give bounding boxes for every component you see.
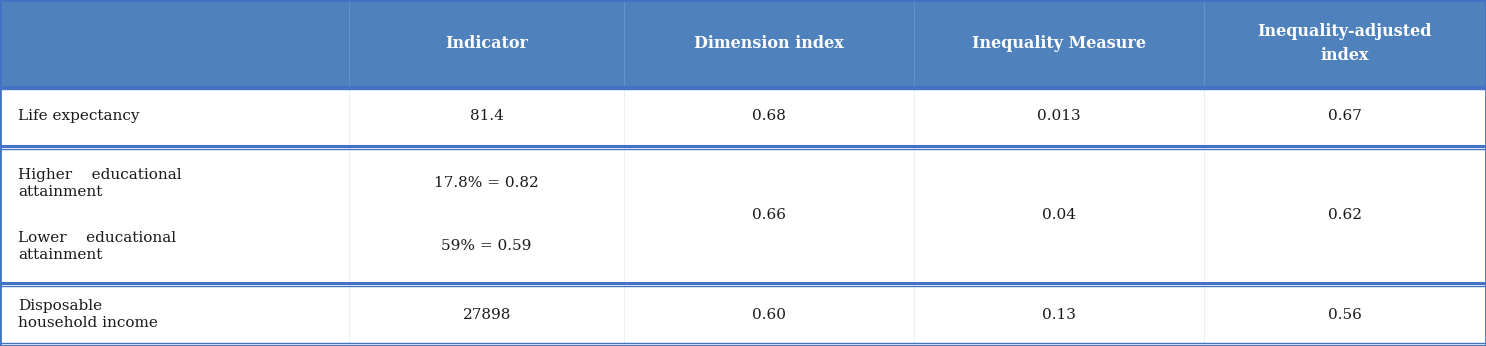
Text: 0.56: 0.56 (1328, 308, 1361, 322)
Text: Inequality Measure: Inequality Measure (972, 35, 1146, 52)
Text: 0.66: 0.66 (752, 208, 786, 222)
Text: 0.13: 0.13 (1042, 308, 1076, 322)
Text: Life expectancy: Life expectancy (18, 109, 140, 123)
Text: Disposable
household income: Disposable household income (18, 299, 158, 330)
Text: Inequality-adjusted
index: Inequality-adjusted index (1257, 23, 1433, 64)
Text: 0.68: 0.68 (752, 109, 786, 123)
Text: 0.013: 0.013 (1037, 109, 1080, 123)
Text: Dimension index: Dimension index (694, 35, 844, 52)
Text: 81.4: 81.4 (470, 109, 504, 123)
Text: 0.67: 0.67 (1328, 109, 1361, 123)
Text: 17.8% = 0.82: 17.8% = 0.82 (434, 176, 539, 190)
Text: 27898: 27898 (462, 308, 511, 322)
Text: Lower    educational
attainment: Lower educational attainment (18, 231, 175, 262)
Text: 0.60: 0.60 (752, 308, 786, 322)
Text: 59% = 0.59: 59% = 0.59 (441, 239, 532, 253)
Text: 0.62: 0.62 (1328, 208, 1361, 222)
Text: 0.04: 0.04 (1042, 208, 1076, 222)
Text: Indicator: Indicator (446, 35, 528, 52)
Text: Higher    educational
attainment: Higher educational attainment (18, 167, 181, 199)
